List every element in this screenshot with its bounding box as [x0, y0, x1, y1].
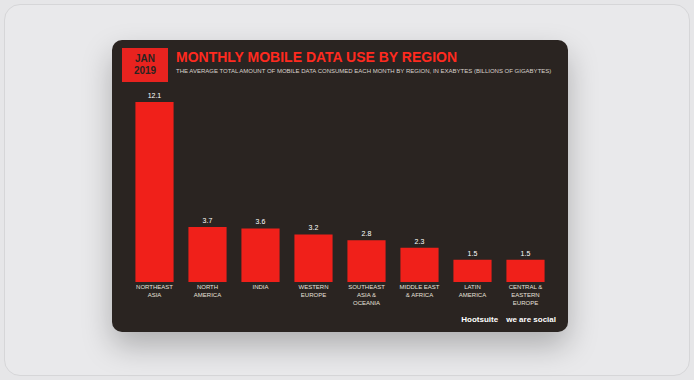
svg-text:1.5: 1.5	[468, 250, 478, 257]
svg-text:LATINAMERICA: LATINAMERICA	[459, 284, 486, 298]
svg-text:MIDDLE EAST& AFRICA: MIDDLE EAST& AFRICA	[399, 284, 439, 298]
svg-text:NORTHEASTASIA: NORTHEASTASIA	[136, 284, 173, 298]
svg-text:INDIA: INDIA	[252, 284, 268, 290]
svg-text:CENTRAL &EASTERNEUROPE: CENTRAL &EASTERNEUROPE	[509, 284, 542, 306]
svg-text:3.2: 3.2	[309, 224, 319, 231]
html-text:Hootsuite: Hootsuite	[461, 315, 499, 324]
svg-text:2.3: 2.3	[415, 238, 425, 245]
svg-text:12.1: 12.1	[148, 92, 162, 99]
svg-text:3.6: 3.6	[256, 218, 266, 225]
svg-text:1.5: 1.5	[521, 250, 531, 257]
html-text:MONTHLY MOBILE DATA USE BY REG: MONTHLY MOBILE DATA USE BY REGION	[176, 49, 458, 65]
html-text:JAN: JAN	[135, 53, 155, 64]
html-text:we are social: we are social	[506, 315, 556, 324]
svg-text:NORTHAMERICA: NORTHAMERICA	[194, 284, 221, 298]
svg-text:SOUTHEASTASIA &OCEANIA: SOUTHEASTASIA &OCEANIA	[348, 284, 385, 306]
svg-text:3.7: 3.7	[203, 217, 213, 224]
svg-text:WESTERNEUROPE: WESTERNEUROPE	[299, 284, 329, 298]
html-text:THE AVERAGE TOTAL AMOUNT OF MO: THE AVERAGE TOTAL AMOUNT OF MOBILE DATA …	[176, 68, 552, 74]
html-text:2019: 2019	[133, 65, 157, 76]
svg-text:2.8: 2.8	[362, 230, 372, 237]
